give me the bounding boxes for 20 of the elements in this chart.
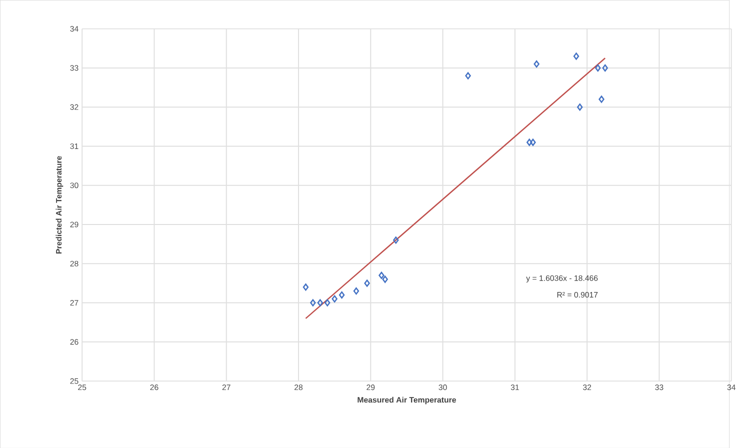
point	[393, 236, 399, 244]
point	[602, 64, 608, 72]
point	[324, 299, 330, 306]
point	[595, 64, 601, 72]
point	[465, 72, 471, 80]
point	[364, 279, 370, 287]
point	[302, 283, 309, 291]
point	[382, 276, 388, 283]
point	[534, 60, 540, 68]
point	[526, 138, 532, 146]
point	[353, 287, 360, 294]
point	[573, 52, 580, 60]
point	[378, 272, 384, 279]
point	[317, 299, 324, 306]
point	[310, 299, 316, 306]
point	[338, 291, 345, 298]
point	[530, 138, 536, 146]
point	[332, 295, 338, 302]
point	[577, 103, 583, 111]
point	[598, 96, 604, 103]
